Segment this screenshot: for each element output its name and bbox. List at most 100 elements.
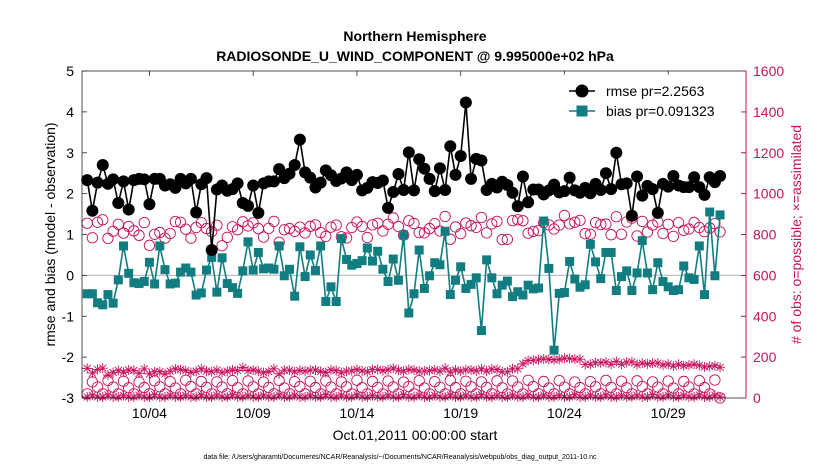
obs-assimilated-low-point [575, 391, 585, 402]
obs-assimilated-low-point [372, 391, 383, 402]
obs-assimilated-low-point [160, 391, 170, 402]
left-tick-label: 3 [66, 145, 74, 161]
obs-assimilated-low-point [621, 391, 632, 402]
rmse-point [397, 183, 410, 196]
obs-assimilated-low-point [180, 390, 191, 401]
obs-assimilated-point [310, 365, 321, 376]
bias-point [648, 285, 658, 295]
legend-box [562, 74, 740, 123]
obs-assimilated-low-point [652, 391, 663, 402]
obs-assimilated-point [289, 366, 300, 377]
obs-possible-point [563, 218, 576, 230]
obs-possible-point [148, 228, 161, 240]
obs-possible-point [403, 215, 415, 227]
obs-assimilated-point [429, 364, 440, 375]
bias-point [622, 266, 632, 276]
obs-assimilated-point [341, 366, 352, 377]
obs-assimilated-low-point [709, 390, 720, 401]
right-tick-label: 1000 [753, 186, 784, 202]
obs-assimilated-point [543, 354, 554, 365]
obs-assimilated-point [673, 359, 684, 370]
obs-assimilated-point [419, 366, 430, 377]
right-tick-label: 200 [753, 349, 777, 365]
obs-possible-point [387, 212, 399, 224]
obs-possible-point [636, 215, 648, 228]
bias-point [207, 252, 217, 262]
bias-point [440, 226, 450, 236]
bias-point [611, 285, 621, 295]
rmse-point [376, 174, 389, 187]
obs-assimilated-low-point [502, 391, 513, 402]
bias-point [352, 259, 362, 269]
obs-assimilated-low-point [554, 390, 565, 401]
obs-assimilated-low-point [564, 391, 575, 402]
obs-assimilated-point [87, 368, 98, 379]
bias-point [87, 289, 97, 299]
bias-point [585, 239, 595, 249]
bias-point [497, 280, 507, 290]
obs-assimilated-low-point [580, 391, 591, 402]
bias-point [196, 288, 206, 298]
x-tick-label: 10/14 [339, 405, 374, 421]
obs-assimilated-point [372, 364, 383, 375]
bias-point [119, 241, 128, 251]
obs-possible-point [496, 233, 508, 246]
obs-possible-point [221, 231, 233, 244]
obs-assimilated-low-point [222, 391, 233, 402]
obs-assimilated-point [331, 365, 342, 376]
rmse-point [714, 170, 727, 183]
x-tick-label: 10/19 [443, 405, 478, 421]
bias-point [425, 271, 435, 281]
obs-assimilated-point [398, 366, 409, 377]
bias-point [259, 264, 269, 274]
rmse-point [506, 186, 519, 199]
obs-assimilated-point [502, 366, 513, 377]
obs-assimilated-low-point [414, 390, 425, 401]
rmse-point [511, 200, 524, 213]
right-axis: 0 200 400 600 800 1000 1200 1400 1600 [741, 63, 784, 406]
obs-assimilated-low-point [118, 390, 129, 401]
obs-assimilated-low-point [274, 389, 285, 400]
rmse-point [454, 150, 467, 163]
bias-point [279, 271, 289, 281]
rmse-point [382, 201, 395, 214]
obs-possible-point [231, 224, 244, 236]
obs-assimilated-point [108, 367, 119, 378]
rmse-point [605, 183, 618, 196]
right-tick-label: 400 [753, 308, 777, 324]
obs-assimilated-point [160, 368, 170, 379]
obs-assimilated-point [549, 354, 560, 365]
obs-assimilated-low-point [647, 389, 658, 400]
obs-assimilated-point [523, 355, 534, 366]
bias-point [487, 273, 497, 283]
obs-assimilated-point [450, 365, 461, 376]
obs-assimilated-low-point [310, 391, 321, 402]
obs-assimilated-low-point [466, 391, 477, 402]
obs-assimilated-low-point [549, 391, 560, 402]
obs-assimilated-low-point [694, 389, 705, 400]
bias-point [580, 280, 590, 290]
bias-point [476, 326, 486, 336]
rmse-point [138, 173, 151, 186]
footer-data-file: data file: /Users/gharamti/Documents/NCA… [203, 454, 597, 461]
rmse-point [91, 176, 104, 189]
bias-point [362, 243, 372, 253]
obs-possible-point [169, 215, 182, 228]
obs-assimilated-point [611, 356, 622, 367]
obs-assimilated-low-point [606, 391, 617, 402]
obs-assimilated-low-point [263, 391, 274, 402]
obs-assimilated-point [528, 355, 539, 366]
obs-assimilated-low-point [92, 391, 103, 402]
bias-point [596, 274, 606, 284]
obs-assimilated-point [196, 363, 207, 374]
obs-assimilated-low-point [393, 391, 404, 402]
left-tick-label: -1 [62, 308, 75, 324]
rmse-point [449, 168, 462, 181]
bias-point [321, 297, 331, 307]
obs-possible-point [361, 231, 373, 244]
obs-assimilated-point [409, 365, 419, 376]
right-tick-label: 1400 [753, 104, 784, 120]
bias-point [222, 279, 232, 289]
rmse-point [459, 96, 472, 109]
obs-assimilated-point [393, 365, 404, 376]
